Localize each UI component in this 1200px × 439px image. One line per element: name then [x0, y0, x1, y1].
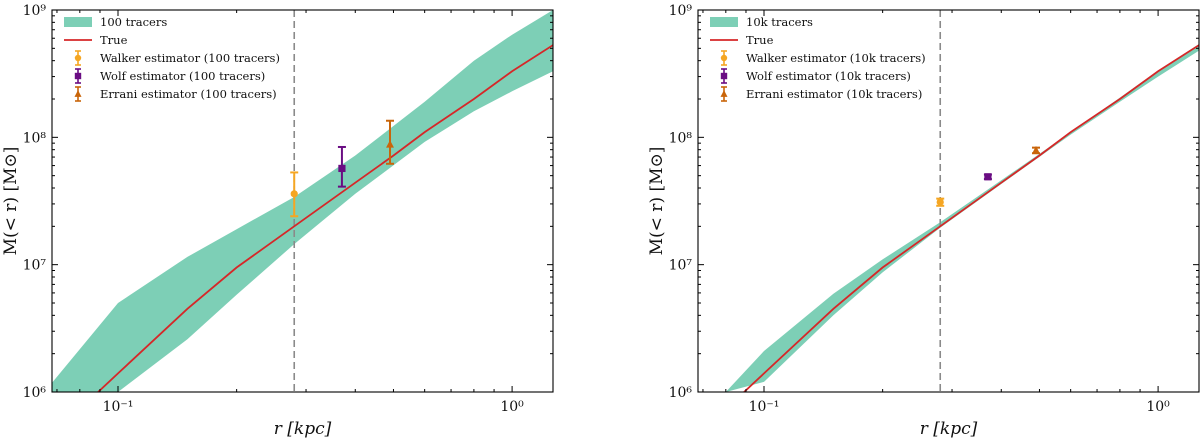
estimator-1 [290, 171, 299, 218]
circle-marker [290, 190, 298, 198]
legend-label: Errani estimator (10k tracers) [746, 87, 922, 101]
legend-band-swatch [64, 17, 92, 27]
legend-circle-marker [720, 54, 728, 62]
legend-band-swatch [710, 17, 738, 27]
legend-label: Walker estimator (100 tracers) [100, 51, 280, 65]
legend-label: Errani estimator (100 tracers) [100, 87, 277, 101]
y-axis-label: M(< r) [M⊙] [1, 147, 21, 256]
x-axis-label: r [kpc] [920, 419, 978, 439]
circle-marker [936, 198, 944, 206]
ticks [52, 9, 553, 393]
estimator-1 [936, 197, 945, 207]
triangle-marker [1032, 146, 1040, 154]
ticks [698, 9, 1199, 393]
true-curve [97, 44, 553, 392]
tracer-band [725, 44, 1199, 392]
true-curve [743, 44, 1199, 392]
y-tick-label: 10⁸ [23, 130, 47, 146]
axes-frame [51, 9, 554, 393]
legend-label: Wolf estimator (100 tracers) [100, 69, 265, 83]
legend-label: 10k tracers [746, 15, 813, 29]
tracer-band [52, 10, 553, 392]
legend-square-marker [720, 72, 728, 80]
x-axis-label: r [kpc] [274, 419, 332, 439]
x-tick-label: 10⁻¹ [103, 399, 134, 415]
legend-label: Walker estimator (10k tracers) [746, 51, 926, 65]
x-tick-label: 10⁰ [500, 399, 524, 415]
legend-label: Wolf estimator (10k tracers) [746, 69, 911, 83]
y-tick-label: 10⁹ [23, 3, 47, 19]
legend-square-marker [74, 72, 82, 80]
x-tick-label: 10⁻¹ [749, 399, 780, 415]
legend-label: True [100, 33, 128, 47]
plot-area [725, 10, 1199, 392]
estimator-3 [1032, 146, 1041, 155]
legend-triangle-marker [74, 90, 82, 97]
estimator-2 [337, 145, 346, 188]
legend: 100 tracers True Walker estimator (100 tra… [64, 15, 280, 102]
estimator-2 [983, 173, 992, 181]
axes-frame [697, 9, 1200, 393]
x-tick-label: 10⁰ [1146, 399, 1170, 415]
estimator-3 [386, 119, 395, 165]
legend-label: True [746, 33, 774, 47]
square-marker [984, 173, 992, 181]
y-tick-label: 10⁷ [669, 258, 693, 274]
y-tick-label: 10⁹ [669, 3, 693, 19]
panel-1: 10⁻¹ 10⁰ 10⁶ 10⁷ 10⁸ 10⁹ r [kpc] M(< r) [M⊙] 100… [1, 3, 554, 439]
legend: 10k tracers True Walker estimator (10k tra… [710, 15, 926, 102]
square-marker [338, 164, 346, 173]
y-tick-label: 10⁶ [23, 385, 47, 401]
y-axis-label: M(< r) [M⊙] [647, 147, 667, 256]
legend-label: 100 tracers [100, 15, 167, 29]
y-tick-label: 10⁶ [669, 385, 693, 401]
triangle-marker [386, 140, 394, 148]
y-tick-label: 10⁷ [23, 258, 47, 274]
plot-area [52, 10, 553, 392]
panel-2: 10⁻¹ 10⁰ 10⁶ 10⁷ 10⁸ 10⁹ r [kpc] M(< r) [M⊙] 10k… [647, 3, 1200, 439]
y-tick-label: 10⁸ [669, 130, 693, 146]
legend-triangle-marker [720, 90, 728, 97]
legend-circle-marker [74, 54, 82, 62]
